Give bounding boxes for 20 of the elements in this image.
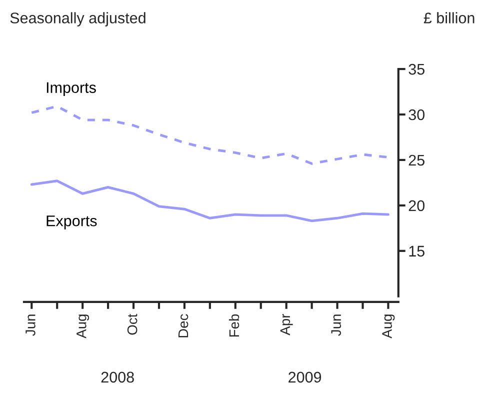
y-axis-title: £ billion: [424, 12, 474, 24]
line-series: [30, 105, 390, 165]
text: 2008: [101, 372, 134, 383]
x-tick-label: Aug: [76, 314, 90, 338]
y-tick-label: 30: [408, 109, 425, 120]
x-tick-label: Jun: [331, 314, 341, 336]
y-tick-label: 15: [409, 246, 424, 257]
x-tick-label: Dec: [178, 314, 188, 338]
series-label: Imports: [46, 82, 96, 96]
text: 2009: [288, 372, 322, 383]
y-tick-label: 25: [408, 154, 424, 166]
y-tick-label: 35: [408, 64, 424, 75]
series-label: Exports: [46, 216, 97, 230]
x-tick-label: Aug: [382, 314, 395, 338]
x-tick-label: Feb: [228, 314, 240, 337]
x-tick-label: Jun: [26, 314, 36, 336]
x-tick-label: Oct: [127, 314, 138, 335]
y-tick-label: 20: [408, 200, 425, 212]
x-tick-label: Apr: [280, 314, 293, 336]
chart-title: Seasonally adjusted: [10, 12, 146, 26]
